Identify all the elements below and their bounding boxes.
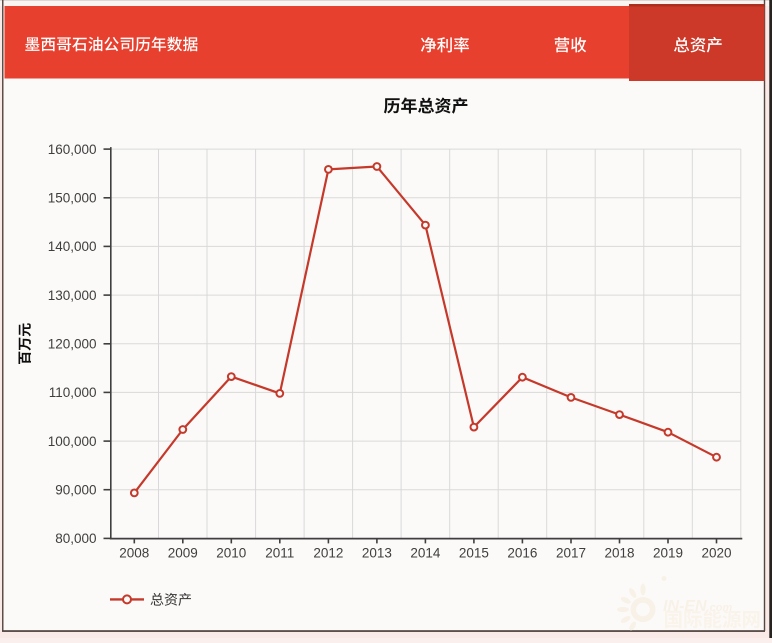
- svg-text:2018: 2018: [604, 546, 634, 561]
- svg-text:2019: 2019: [653, 546, 683, 561]
- svg-text:2020: 2020: [701, 546, 731, 561]
- svg-text:2013: 2013: [362, 546, 392, 561]
- svg-text:2012: 2012: [313, 546, 343, 561]
- svg-text:90,000: 90,000: [55, 483, 96, 498]
- svg-text:2014: 2014: [410, 546, 441, 561]
- svg-text:160,000: 160,000: [48, 142, 97, 157]
- svg-text:2017: 2017: [556, 546, 586, 561]
- svg-text:130,000: 130,000: [48, 288, 97, 303]
- svg-text:110,000: 110,000: [49, 385, 97, 400]
- svg-text:2011: 2011: [265, 546, 294, 561]
- svg-text:120,000: 120,000: [48, 337, 97, 352]
- svg-text:150,000: 150,000: [48, 191, 97, 206]
- svg-text:80,000: 80,000: [55, 531, 96, 546]
- svg-text:2010: 2010: [216, 546, 246, 561]
- svg-text:2016: 2016: [507, 546, 537, 561]
- svg-text:2008: 2008: [119, 546, 149, 561]
- svg-text:2015: 2015: [459, 546, 489, 561]
- svg-text:2009: 2009: [168, 546, 198, 561]
- svg-text:140,000: 140,000: [48, 239, 97, 254]
- svg-text:100,000: 100,000: [48, 434, 97, 449]
